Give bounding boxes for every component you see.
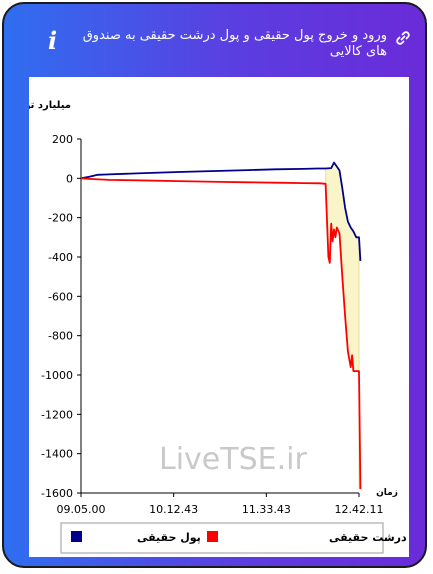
y-tick-label: -800 [48, 330, 73, 343]
y-tick-label: -1600 [41, 487, 73, 500]
legend-box [60, 522, 384, 554]
x-tick-label: 09.05.00 [57, 503, 106, 516]
card-header: i ورود و خروج پول حقیقی و پول درشت حقیقی… [4, 4, 425, 76]
legend-swatch-real [71, 531, 82, 542]
x-tick-label: 12.42.11 [335, 503, 384, 516]
y-tick-label: -1200 [41, 408, 73, 421]
watermark: LiveTSE.ir [159, 442, 307, 477]
shaded-area [325, 161, 360, 490]
legend-label-real: پول حقیقی [137, 531, 201, 544]
card-title: ورود و خروج پول حقیقی و پول درشت حقیقی ب… [82, 28, 387, 59]
y-tick-label: -200 [48, 212, 73, 225]
y-tick-label: -1000 [41, 369, 73, 382]
x-tick-label: 11.33.43 [242, 503, 291, 516]
line-chart: میلیارد تومان 200 0 -200 -400 -600 -800 -1000 -… [6, 100, 425, 554]
x-axis-label: زمان [376, 488, 398, 498]
info-icon[interactable]: i [48, 26, 58, 55]
link-icon[interactable] [395, 30, 411, 46]
legend-swatch-big-real [207, 531, 218, 542]
series-line-real [80, 161, 362, 261]
y-tick-label: 0 [66, 172, 73, 185]
x-tick-label: 10.12.43 [149, 503, 198, 516]
chart-panel: میلیارد تومان 200 0 -200 -400 -600 -800 -1000 -… [6, 77, 425, 557]
y-axis-label: میلیارد تومان [29, 100, 71, 111]
y-tick-label: -1400 [41, 448, 73, 461]
legend-label-big-real: پول درشت حقیقی [329, 531, 409, 544]
chart-card: i ورود و خروج پول حقیقی و پول درشت حقیقی… [2, 2, 427, 568]
y-tick-label: -400 [48, 251, 73, 264]
series-line-big-real [80, 177, 362, 490]
y-tick-label: 200 [52, 133, 73, 146]
y-tick-label: -600 [48, 290, 73, 303]
